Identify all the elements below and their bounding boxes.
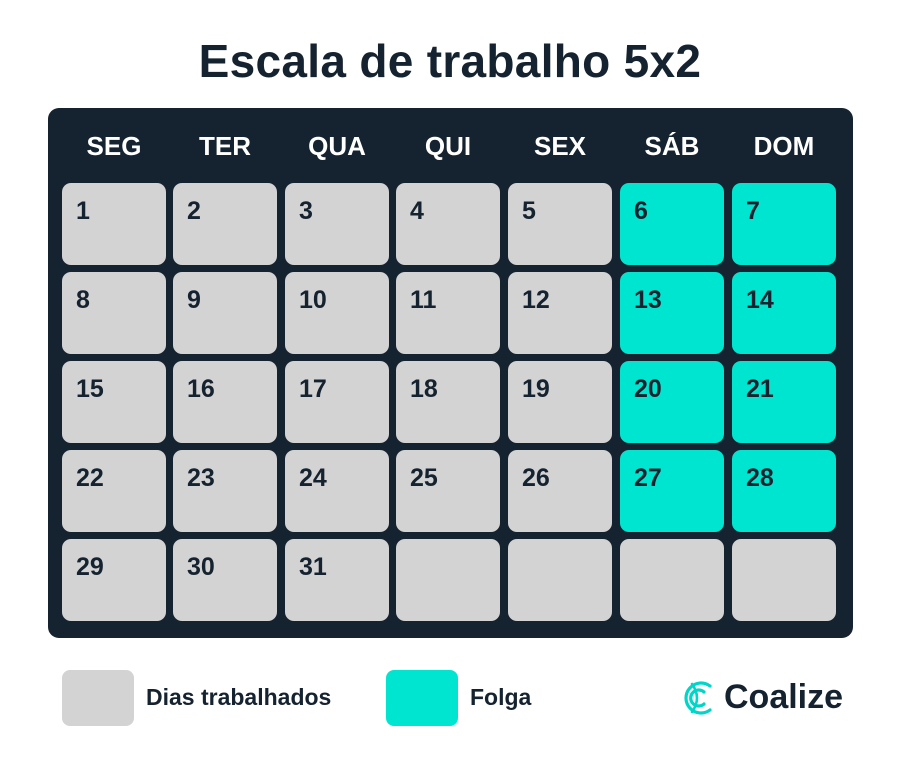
day-cell-worked: 2: [173, 183, 277, 265]
day-cell-worked: 11: [396, 272, 500, 354]
day-number: 7: [746, 197, 760, 225]
day-number: 21: [746, 375, 774, 403]
day-number: 17: [299, 375, 327, 403]
day-cell-worked: 23: [173, 450, 277, 532]
day-cell-worked: 19: [508, 361, 612, 443]
day-cell-worked: 17: [285, 361, 389, 443]
day-cell-worked: 30: [173, 539, 277, 621]
day-number: 1: [76, 197, 90, 225]
day-number: 9: [187, 286, 201, 314]
day-cell-worked: 10: [285, 272, 389, 354]
day-number: 23: [187, 464, 215, 492]
legend-off-label: Folga: [470, 684, 532, 710]
day-number: 4: [410, 197, 424, 225]
day-number: 14: [746, 286, 774, 314]
day-number: 16: [187, 375, 215, 403]
day-cell-worked: 22: [62, 450, 166, 532]
day-cell-worked: 1: [62, 183, 166, 265]
calendar-grid: SEG TER QUA QUI SEX SÁB DOM 1 2 3 4 5 6 7 8 9 10 11 12 13 14…: [48, 108, 853, 638]
day-cell-off: 14: [732, 272, 836, 354]
day-cell-off: 7: [732, 183, 836, 265]
day-number: 12: [522, 286, 550, 314]
day-number: 8: [76, 286, 90, 314]
day-number: 10: [299, 286, 327, 314]
day-cell-worked: 31: [285, 539, 389, 621]
day-cell-off: 13: [620, 272, 724, 354]
weekday-header: SEG: [86, 131, 142, 161]
day-number: 26: [522, 464, 550, 492]
day-number: 11: [410, 286, 437, 314]
day-number: 3: [299, 197, 313, 225]
day-cell-empty: [508, 539, 612, 621]
day-cell-empty: [396, 539, 500, 621]
weekday-header: SEX: [533, 131, 587, 161]
day-cell-empty: [620, 539, 724, 621]
day-cell-off: 27: [620, 450, 724, 532]
day-cell-worked: 16: [173, 361, 277, 443]
day-number: 29: [76, 553, 104, 581]
coalize-logo-icon: [684, 681, 712, 715]
day-number: 5: [522, 197, 536, 225]
day-number: 6: [634, 197, 648, 225]
page-title: Escala de trabalho 5x2: [198, 35, 702, 87]
day-cell-off: 28: [732, 450, 836, 532]
day-cell-worked: 4: [396, 183, 500, 265]
day-cell-worked: 9: [173, 272, 277, 354]
day-number: 2: [187, 197, 201, 225]
weekday-header: QUI: [424, 131, 472, 161]
day-number: 27: [634, 464, 662, 492]
day-cell-off: 21: [732, 361, 836, 443]
day-cell-worked: 25: [396, 450, 500, 532]
day-number: 19: [522, 375, 550, 403]
day-cell-worked: 12: [508, 272, 612, 354]
day-cell-worked: 29: [62, 539, 166, 621]
day-number: 15: [76, 375, 104, 403]
day-cell-worked: 18: [396, 361, 500, 443]
brand-name: Coalize: [724, 678, 844, 716]
day-cell-off: 6: [620, 183, 724, 265]
weekday-header: QUA: [308, 131, 366, 161]
legend-off-swatch: [386, 670, 458, 726]
day-cell-worked: 26: [508, 450, 612, 532]
day-cell-worked: 8: [62, 272, 166, 354]
day-number: 13: [634, 286, 662, 314]
day-number: 22: [76, 464, 104, 492]
day-cell-worked: 15: [62, 361, 166, 443]
day-number: 20: [634, 375, 662, 403]
day-cell-worked: 3: [285, 183, 389, 265]
brand-logo: Coalize: [680, 672, 860, 726]
day-number: 18: [410, 375, 438, 403]
day-number: 31: [299, 553, 327, 581]
day-number: 30: [187, 553, 215, 581]
weekday-header: DOM: [753, 131, 815, 161]
day-number: 25: [410, 464, 438, 492]
day-number: 28: [746, 464, 774, 492]
day-cell-empty: [732, 539, 836, 621]
weekday-header: SÁB: [644, 131, 700, 161]
legend-worked-label: Dias trabalhados: [146, 684, 332, 710]
day-cell-worked: 5: [508, 183, 612, 265]
day-cell-off: 20: [620, 361, 724, 443]
weekday-header: TER: [199, 131, 251, 161]
day-cell-worked: 24: [285, 450, 389, 532]
legend-worked-swatch: [62, 670, 134, 726]
day-number: 24: [299, 464, 327, 492]
